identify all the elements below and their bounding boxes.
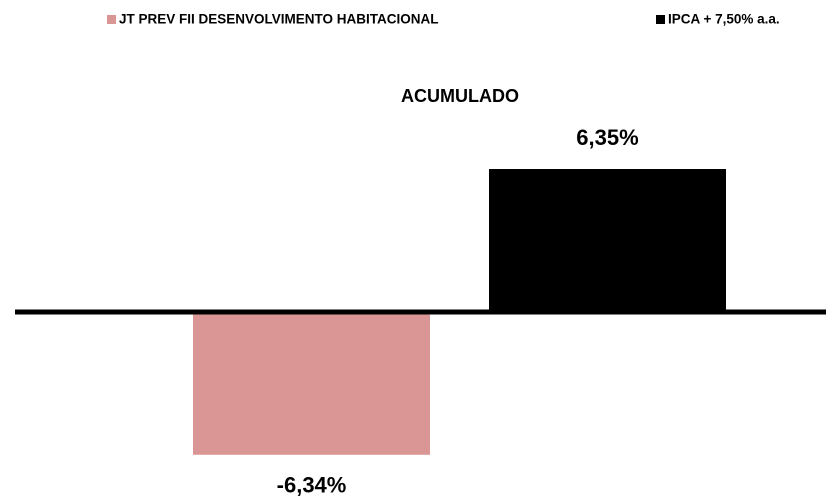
- bar: [193, 312, 430, 455]
- legend-swatch: [107, 15, 116, 24]
- value-label: 6,35%: [576, 125, 638, 150]
- value-label: -6,34%: [277, 473, 347, 498]
- category-label: ACUMULADO: [401, 86, 519, 106]
- legend-text: IPCA + 7,50% a.a.: [668, 12, 780, 27]
- legend-text: JT PREV FII DESENVOLVIMENTO HABITACIONAL: [119, 12, 439, 27]
- bar: [489, 169, 726, 312]
- legend-swatch: [656, 15, 665, 24]
